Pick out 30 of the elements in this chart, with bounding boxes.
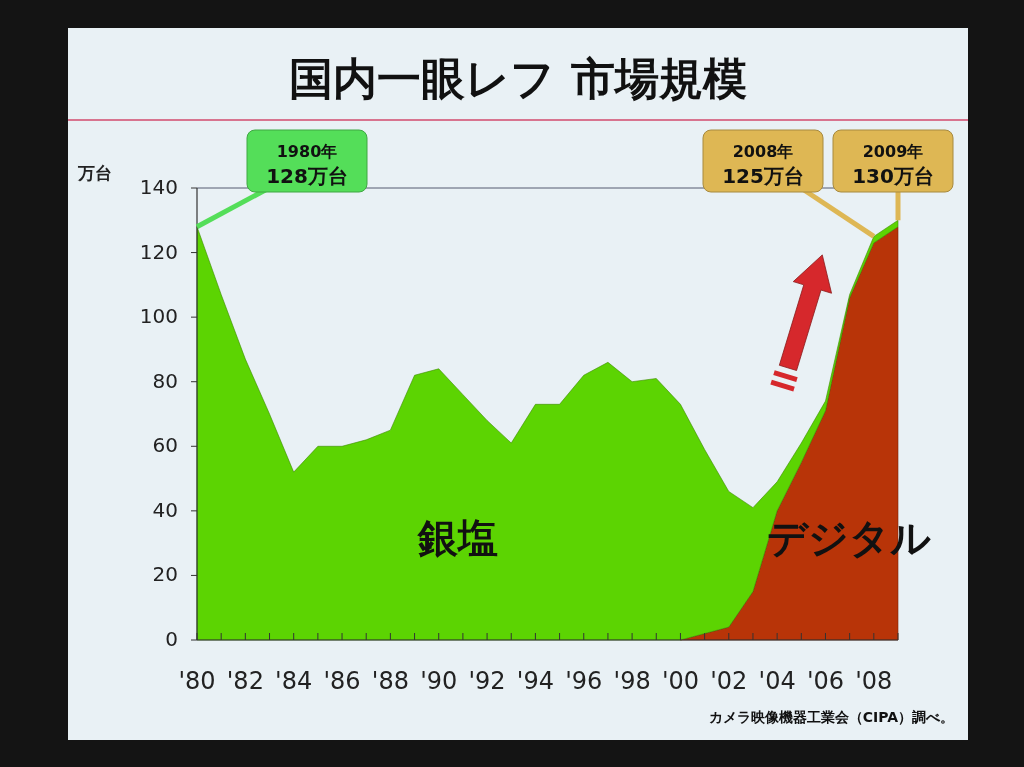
y-tick-label: 60 bbox=[152, 432, 178, 457]
x-tick-label: '90 bbox=[420, 667, 458, 695]
annotation: 2008年 125万台 bbox=[722, 141, 804, 188]
y-tick-label: 0 bbox=[165, 626, 178, 651]
x-tick-label: '08 bbox=[855, 667, 893, 695]
x-tick-label: '02 bbox=[710, 667, 748, 695]
x-tick-label: '96 bbox=[565, 667, 603, 695]
x-tick-label: '84 bbox=[275, 667, 313, 695]
x-tick-label: '00 bbox=[661, 667, 700, 695]
annotation: 1980年 128万台 bbox=[266, 141, 348, 188]
series-label: 銀塩 bbox=[416, 514, 498, 561]
x-tick-label: '86 bbox=[323, 667, 361, 695]
x-tick-label: '94 bbox=[516, 667, 554, 695]
text: カメラ映像機器工業会（CIPA）調べ。 bbox=[708, 709, 954, 725]
x-tick-label: '04 bbox=[758, 667, 796, 695]
x-tick-label: '98 bbox=[613, 667, 651, 695]
x-tick-label: '06 bbox=[806, 667, 845, 695]
y-tick-label: 120 bbox=[139, 239, 178, 264]
x-tick-label: '82 bbox=[226, 667, 264, 695]
y-tick-label: 100 bbox=[139, 303, 178, 328]
y-tick-label: 140 bbox=[139, 174, 178, 199]
y-tick-label: 40 bbox=[152, 497, 178, 522]
y-axis-title: 万台 bbox=[77, 163, 112, 183]
annotation: 2009年 130万台 bbox=[852, 141, 934, 188]
x-tick-label: '80 bbox=[178, 667, 216, 695]
x-tick-label: '92 bbox=[468, 667, 506, 695]
y-tick-label: 80 bbox=[152, 368, 178, 393]
y-tick-label: 20 bbox=[152, 561, 178, 586]
chart-title: 国内一眼レフ 市場規模 bbox=[289, 53, 747, 104]
x-tick-label: '88 bbox=[371, 667, 409, 695]
